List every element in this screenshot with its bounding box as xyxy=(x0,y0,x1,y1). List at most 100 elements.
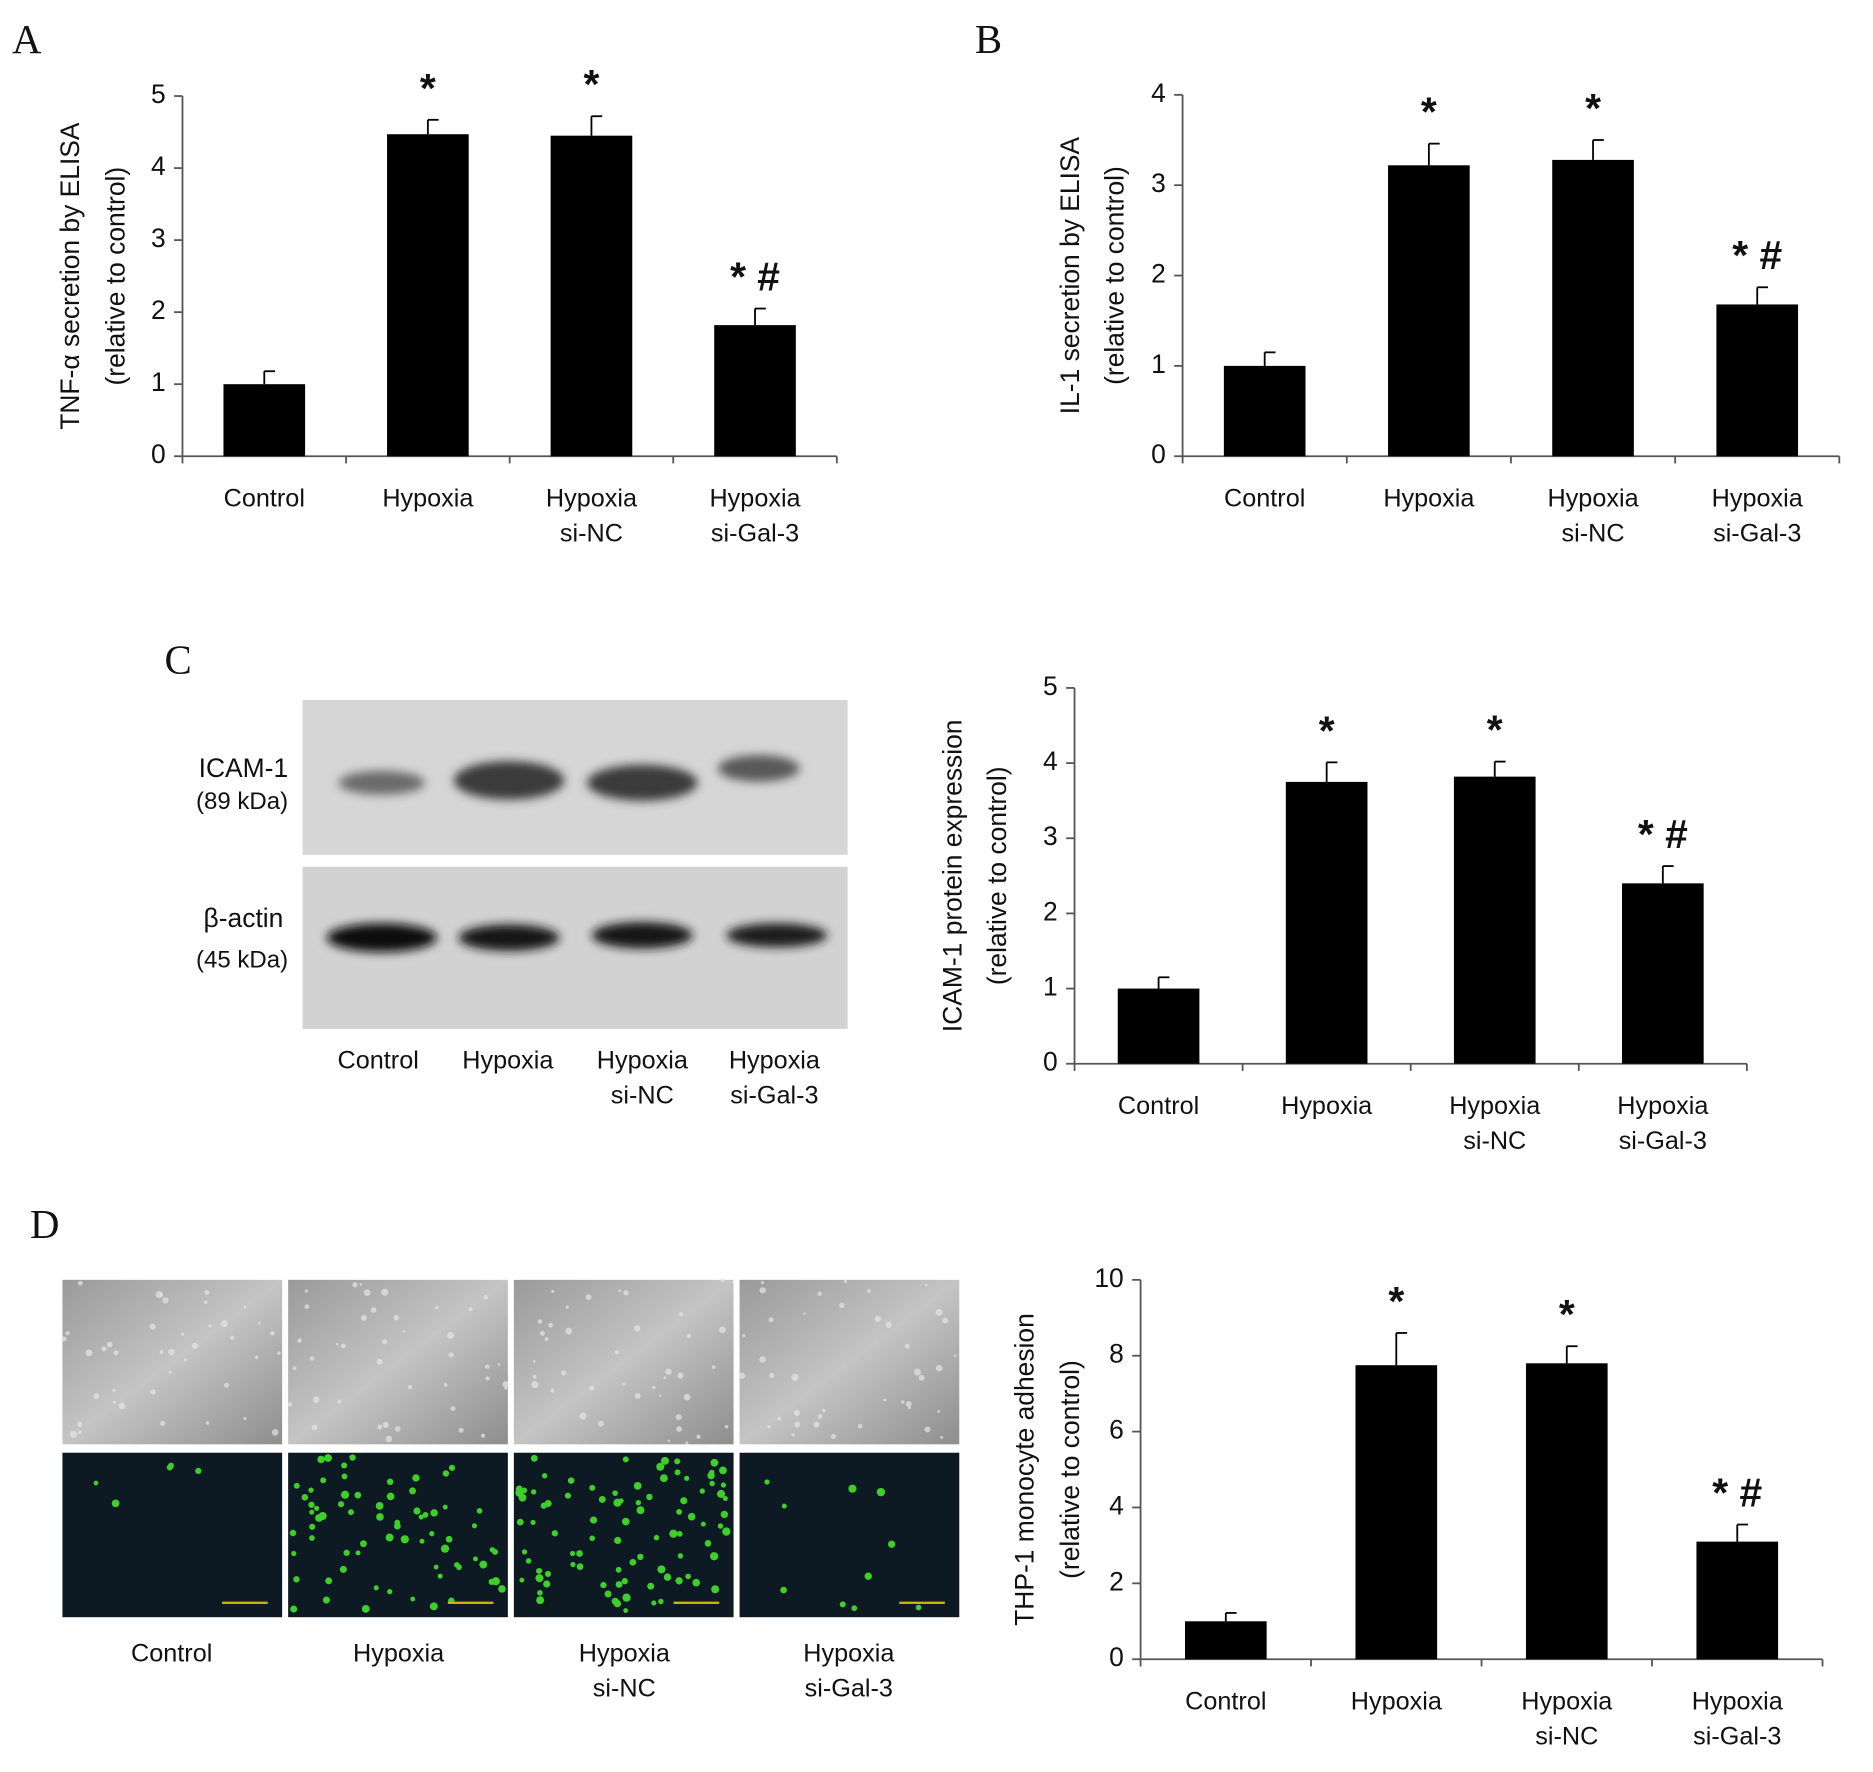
cell xyxy=(675,1414,682,1421)
fluorescent-cell xyxy=(707,1472,715,1480)
panel-label: A xyxy=(12,18,42,63)
cell xyxy=(485,1376,490,1381)
blot-lane-label: Hypoxia xyxy=(462,1046,554,1075)
fluorescent-cell xyxy=(692,1578,701,1587)
cell xyxy=(447,1331,454,1339)
fluorescent-cell xyxy=(635,1500,641,1506)
cell xyxy=(924,1283,928,1287)
cell xyxy=(623,1290,629,1296)
cell xyxy=(337,1399,342,1404)
cell xyxy=(839,1302,845,1309)
fluorescent-cell xyxy=(409,1487,417,1495)
cell xyxy=(768,1317,774,1323)
fluorescent-cell xyxy=(375,1502,384,1510)
cell xyxy=(271,1429,279,1436)
cell xyxy=(191,1342,198,1349)
y-tick-label: 2 xyxy=(151,295,166,325)
cell xyxy=(258,1322,261,1325)
significance-mark: * xyxy=(1421,89,1437,135)
fluorescent-cell xyxy=(600,1581,607,1589)
fluorescent-cell xyxy=(355,1550,361,1556)
cell xyxy=(665,1368,672,1375)
y-axis-label: THP-1 monocyte adhesion xyxy=(1009,1313,1039,1626)
fluorescent-cell xyxy=(720,1510,729,1519)
y-tick-label: 1 xyxy=(1151,349,1166,379)
cell xyxy=(204,1300,208,1304)
y-tick-label: 10 xyxy=(1094,1263,1123,1293)
cell xyxy=(160,1420,166,1426)
cell xyxy=(560,1370,567,1376)
cell xyxy=(254,1355,259,1360)
fluorescent-cell xyxy=(341,1462,348,1469)
fluorescent-cell xyxy=(343,1549,350,1556)
fluorescent-cell xyxy=(915,1604,922,1611)
cell xyxy=(652,1385,656,1390)
y-tick-label: 1 xyxy=(151,367,166,397)
fluorescent-cell xyxy=(659,1474,668,1483)
y-tick-label: 8 xyxy=(1109,1339,1124,1369)
fluorescent-cell xyxy=(637,1553,644,1561)
y-tick-label: 0 xyxy=(1043,1047,1058,1077)
cell xyxy=(224,1382,230,1388)
fluorescent-cell xyxy=(387,1589,393,1595)
fluorescent-cell xyxy=(111,1499,120,1508)
cell xyxy=(731,1280,735,1284)
cell xyxy=(658,1394,662,1397)
fluorescent-cell xyxy=(530,1519,536,1526)
cell xyxy=(181,1332,185,1336)
cell xyxy=(935,1308,943,1316)
y-axis-label: (relative to control) xyxy=(982,767,1012,986)
fluorescent-cell xyxy=(544,1570,552,1577)
fluorescent-cell xyxy=(349,1454,356,1461)
fluorescent-cell xyxy=(437,1573,443,1579)
cell xyxy=(448,1352,454,1358)
cell xyxy=(243,1416,247,1421)
cell xyxy=(537,1319,543,1324)
cell xyxy=(106,1341,113,1348)
y-tick-label: 5 xyxy=(1043,671,1058,701)
fluorescent-cell xyxy=(422,1511,429,1518)
cell xyxy=(769,1372,775,1378)
cell xyxy=(614,1350,620,1355)
fluorescent-cell xyxy=(699,1488,705,1494)
blot-lane-label: Hypoxia si-Gal-3 xyxy=(728,1046,820,1110)
cell xyxy=(550,1388,555,1393)
x-tick-label: Hypoxia xyxy=(1281,1092,1373,1121)
cell xyxy=(904,1343,910,1349)
fluorescent-cell xyxy=(341,1473,348,1480)
cell xyxy=(821,1408,826,1413)
fluorescent-cell xyxy=(663,1573,672,1581)
y-tick-label: 0 xyxy=(1109,1642,1124,1672)
cell xyxy=(168,1370,172,1374)
cell xyxy=(720,1278,725,1283)
fluorescent-cell xyxy=(413,1507,421,1515)
blot-bands xyxy=(326,755,828,953)
fluorescent-cell xyxy=(412,1474,420,1482)
fluorescent-cell xyxy=(888,1540,896,1548)
cell xyxy=(65,1331,70,1336)
fluorescence-image xyxy=(739,1452,960,1618)
x-tick-label: Control xyxy=(1185,1688,1267,1716)
fluorescent-cell xyxy=(519,1577,525,1583)
y-tick-label: 4 xyxy=(151,151,166,181)
fluorescent-cell xyxy=(564,1492,572,1499)
fluorescent-cell xyxy=(677,1553,684,1559)
micrographs xyxy=(61,1278,960,1618)
y-axis-label: (relative to control) xyxy=(1100,166,1130,385)
fluorescent-cell xyxy=(290,1605,298,1613)
fluorescent-cell xyxy=(651,1600,657,1606)
cell xyxy=(480,1433,486,1438)
fluorescent-cell xyxy=(360,1540,367,1548)
x-tick-label: Hypoxia si-NC xyxy=(545,485,637,548)
fluorescent-cell xyxy=(521,1549,528,1555)
bar xyxy=(1184,1621,1267,1660)
bar xyxy=(387,134,469,457)
cell xyxy=(742,1334,746,1338)
y-tick-label: 2 xyxy=(1109,1566,1124,1596)
fluorescent-cell xyxy=(309,1523,316,1530)
bar xyxy=(1223,365,1306,457)
cell xyxy=(363,1289,371,1296)
fluorescent-cell xyxy=(400,1535,409,1544)
cell xyxy=(85,1349,93,1357)
blot-lane-label: Control xyxy=(337,1046,419,1075)
